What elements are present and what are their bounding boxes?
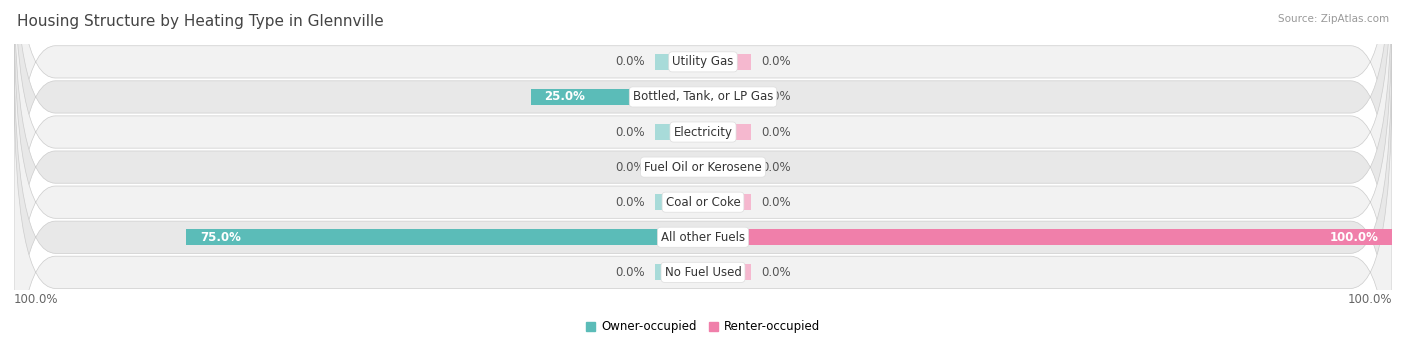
Legend: Owner-occupied, Renter-occupied: Owner-occupied, Renter-occupied (581, 315, 825, 338)
Bar (703, 229, 1392, 245)
Text: 100.0%: 100.0% (1329, 231, 1378, 244)
FancyBboxPatch shape (14, 0, 1392, 341)
Text: 0.0%: 0.0% (614, 55, 644, 68)
Text: Source: ZipAtlas.com: Source: ZipAtlas.com (1278, 14, 1389, 24)
Text: Bottled, Tank, or LP Gas: Bottled, Tank, or LP Gas (633, 90, 773, 103)
Bar (703, 264, 751, 280)
Text: 0.0%: 0.0% (614, 196, 644, 209)
Bar (703, 194, 751, 210)
Text: Electricity: Electricity (673, 125, 733, 138)
FancyBboxPatch shape (14, 0, 1392, 291)
Bar (531, 89, 703, 105)
Bar (703, 89, 751, 105)
Text: 100.0%: 100.0% (1347, 293, 1392, 306)
Text: Coal or Coke: Coal or Coke (665, 196, 741, 209)
Text: Fuel Oil or Kerosene: Fuel Oil or Kerosene (644, 161, 762, 174)
Text: 0.0%: 0.0% (614, 161, 644, 174)
Text: 0.0%: 0.0% (762, 125, 792, 138)
Bar (655, 159, 703, 175)
FancyBboxPatch shape (14, 0, 1392, 326)
FancyBboxPatch shape (14, 0, 1392, 256)
Text: 0.0%: 0.0% (762, 55, 792, 68)
Bar (703, 124, 751, 140)
FancyBboxPatch shape (14, 43, 1392, 341)
Bar (655, 194, 703, 210)
Bar (703, 54, 751, 70)
Bar (655, 264, 703, 280)
Text: 0.0%: 0.0% (614, 266, 644, 279)
Bar (186, 229, 703, 245)
Text: 0.0%: 0.0% (762, 90, 792, 103)
Bar (655, 124, 703, 140)
FancyBboxPatch shape (14, 78, 1392, 341)
Text: 0.0%: 0.0% (762, 161, 792, 174)
FancyBboxPatch shape (14, 8, 1392, 341)
Text: 75.0%: 75.0% (200, 231, 240, 244)
Text: 0.0%: 0.0% (762, 266, 792, 279)
Text: Housing Structure by Heating Type in Glennville: Housing Structure by Heating Type in Gle… (17, 14, 384, 29)
Text: Utility Gas: Utility Gas (672, 55, 734, 68)
Text: No Fuel Used: No Fuel Used (665, 266, 741, 279)
Text: All other Fuels: All other Fuels (661, 231, 745, 244)
Text: 0.0%: 0.0% (762, 196, 792, 209)
Text: 100.0%: 100.0% (14, 293, 59, 306)
Text: 25.0%: 25.0% (544, 90, 585, 103)
Text: 0.0%: 0.0% (614, 125, 644, 138)
Bar (703, 159, 751, 175)
Bar (655, 54, 703, 70)
